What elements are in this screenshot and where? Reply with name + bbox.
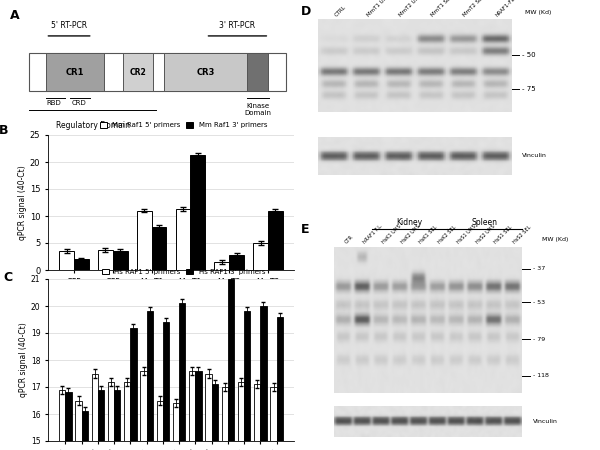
- Bar: [152, 227, 166, 270]
- Bar: [253, 243, 268, 270]
- Text: CTRL: CTRL: [334, 4, 347, 17]
- Bar: [214, 262, 229, 270]
- Bar: [271, 387, 277, 450]
- Bar: [140, 371, 146, 450]
- Bar: [254, 384, 260, 450]
- Bar: [46, 54, 104, 91]
- Bar: [157, 400, 163, 450]
- Text: CR2: CR2: [130, 68, 146, 76]
- Text: CRD: CRD: [71, 100, 86, 106]
- Text: Vinculin: Vinculin: [522, 153, 547, 158]
- Text: - 53: - 53: [533, 300, 545, 305]
- Y-axis label: qPCR signal (40-Ct): qPCR signal (40-Ct): [19, 323, 28, 397]
- Bar: [229, 255, 244, 270]
- Text: HsK1 UNS: HsK1 UNS: [381, 223, 402, 244]
- Text: Regulatory Domain: Regulatory Domain: [56, 122, 130, 130]
- Text: CR3: CR3: [196, 68, 215, 76]
- Text: - 79: - 79: [533, 337, 545, 342]
- Text: - 37: - 37: [533, 266, 545, 271]
- Bar: [238, 382, 244, 450]
- Text: Spleen: Spleen: [471, 218, 497, 227]
- Text: A: A: [10, 9, 19, 22]
- Bar: [176, 209, 190, 270]
- Bar: [146, 311, 153, 450]
- Bar: [277, 317, 283, 450]
- Text: HsS2 UNS: HsS2 UNS: [475, 223, 496, 244]
- Bar: [124, 382, 130, 450]
- Text: HsS1 SEL: HsS1 SEL: [494, 225, 514, 244]
- Bar: [65, 392, 71, 450]
- Bar: [76, 400, 82, 450]
- Bar: [196, 371, 202, 450]
- Text: Vinculin: Vinculin: [533, 419, 557, 424]
- Bar: [113, 251, 128, 270]
- Bar: [228, 279, 234, 450]
- Bar: [173, 403, 179, 450]
- Bar: [59, 390, 65, 450]
- Text: - 75: - 75: [522, 86, 535, 92]
- Text: HsS2 SEL: HsS2 SEL: [512, 225, 532, 244]
- Bar: [59, 251, 74, 270]
- Bar: [190, 155, 205, 270]
- Text: - 118: - 118: [533, 374, 548, 378]
- Text: B: B: [0, 124, 8, 137]
- Text: MmT1 UNS: MmT1 UNS: [366, 0, 391, 17]
- Bar: [179, 303, 185, 450]
- Bar: [82, 411, 88, 450]
- Bar: [205, 374, 212, 450]
- Text: HsK2 SEL: HsK2 SEL: [437, 225, 457, 244]
- Bar: [164, 54, 247, 91]
- Text: HsK1 SEL: HsK1 SEL: [419, 225, 439, 244]
- Bar: [98, 250, 113, 270]
- Bar: [260, 306, 266, 450]
- Legend: Hs RAF1 5' primers, Hs RAF1 3' primers: Hs RAF1 5' primers, Hs RAF1 3' primers: [99, 266, 268, 278]
- Text: MmT2 SEL: MmT2 SEL: [463, 0, 486, 17]
- Bar: [29, 54, 286, 91]
- Legend: Mm Raf1 5' primers, Mm Raf1 3' primers: Mm Raf1 5' primers, Mm Raf1 3' primers: [97, 120, 270, 131]
- Bar: [74, 259, 89, 270]
- Y-axis label: qPCR signal (40-Ct): qPCR signal (40-Ct): [18, 165, 27, 240]
- Bar: [268, 211, 283, 270]
- Text: hRAF1-FL: hRAF1-FL: [494, 0, 516, 17]
- Bar: [163, 322, 169, 450]
- Text: E: E: [301, 223, 310, 236]
- Text: MmT2 UNS: MmT2 UNS: [398, 0, 423, 17]
- Bar: [222, 387, 228, 450]
- Text: 5' RT-PCR: 5' RT-PCR: [51, 21, 87, 30]
- Text: - 50: - 50: [522, 52, 535, 58]
- Text: MmT1 SEL: MmT1 SEL: [430, 0, 454, 17]
- Text: C: C: [4, 271, 13, 284]
- Bar: [114, 390, 120, 450]
- Bar: [123, 54, 153, 91]
- Bar: [247, 54, 268, 91]
- Bar: [189, 371, 196, 450]
- Bar: [244, 311, 250, 450]
- Bar: [108, 382, 114, 450]
- Text: hRAF1 F.L.: hRAF1 F.L.: [362, 223, 384, 244]
- Bar: [98, 390, 104, 450]
- Text: HsK2 UNS: HsK2 UNS: [400, 223, 421, 244]
- Text: CTR: CTR: [343, 234, 354, 244]
- Text: CR1: CR1: [65, 68, 84, 76]
- Text: D: D: [301, 5, 311, 18]
- Text: RBD: RBD: [47, 100, 61, 106]
- Text: Kinase
Domain: Kinase Domain: [245, 103, 272, 116]
- Bar: [92, 374, 98, 450]
- Text: 3' RT-PCR: 3' RT-PCR: [220, 21, 256, 30]
- Text: HsS1 UNS: HsS1 UNS: [456, 223, 477, 244]
- Bar: [130, 328, 137, 450]
- Bar: [137, 211, 152, 270]
- Text: MW (Kd): MW (Kd): [525, 10, 551, 15]
- Text: MW (Kd): MW (Kd): [542, 237, 568, 242]
- Text: Kidney: Kidney: [396, 218, 422, 227]
- Bar: [212, 384, 218, 450]
